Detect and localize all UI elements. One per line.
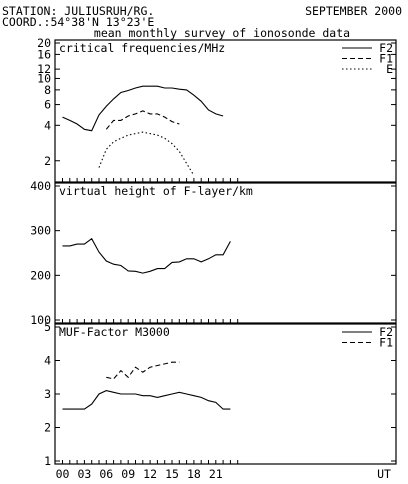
y-tick-label: 300	[30, 224, 51, 238]
y-tick-label: 400	[30, 179, 51, 193]
y-tick-label: 4	[44, 354, 51, 368]
x-tick-label: 15	[165, 467, 179, 480]
chart-title: critical frequencies/MHz	[59, 41, 225, 55]
y-tick-label: 12	[37, 62, 51, 76]
y-tick-label: 5	[44, 320, 51, 334]
x-axis: 00 03 06 09 12 15 18 21 UT	[56, 178, 391, 481]
y-tick-label: 8	[44, 83, 51, 97]
coord-label: COORD.:54°38'N 13°23'E	[2, 15, 154, 29]
legend-label: F1	[379, 336, 393, 350]
x-tick-label: 06	[99, 467, 113, 480]
x-tick-label: 03	[77, 467, 91, 480]
series-line	[62, 237, 231, 274]
x-tick-label: UT	[377, 467, 391, 480]
y-tick-label: 2	[44, 154, 51, 168]
subtitle-label: mean monthly survey of ionosonde data	[94, 26, 350, 40]
plot-frame	[54, 323, 397, 465]
y-tick-label: 2	[44, 421, 51, 435]
date-label: SEPTEMBER 2000	[305, 4, 402, 18]
y-tick-label: 3	[44, 387, 51, 401]
series-e-line	[98, 131, 195, 176]
x-tick-label: 18	[187, 467, 201, 480]
y-tick-label: 10	[37, 71, 51, 85]
plot-frame	[54, 39, 397, 183]
chart-title: MUF-Factor M3000	[59, 325, 170, 339]
y-tick-label: 20	[37, 36, 51, 50]
chart-title: virtual height of F-layer/km	[59, 184, 253, 198]
legend-label: F2	[379, 325, 393, 339]
plot-frame	[54, 182, 397, 324]
y-tick-label: 200	[30, 268, 51, 282]
x-tick-label: 00	[56, 467, 70, 480]
y-tick-label: 6	[44, 98, 51, 112]
x-tick-label: 21	[209, 467, 223, 480]
y-tick-label: 1	[44, 454, 51, 468]
x-tick-label: 12	[143, 467, 157, 480]
chart-panel-2: 100 200 300 400 virtual height of F-layer/km	[30, 179, 397, 327]
y-tick-label: 4	[44, 118, 51, 132]
y-tick-label: 100	[30, 313, 51, 327]
series-f1-line	[106, 361, 180, 380]
x-tick-label: 09	[121, 467, 135, 480]
station-label: STATION: JULIUSRUH/RG.	[2, 4, 154, 18]
series-f2-line	[62, 85, 224, 132]
legend-label: E	[386, 62, 393, 76]
legend-label: F1	[379, 52, 393, 66]
series-f1-line	[105, 110, 180, 130]
series-f2-line	[62, 390, 231, 410]
y-tick-label: 16	[37, 47, 51, 61]
legend-label: F2	[379, 41, 393, 55]
